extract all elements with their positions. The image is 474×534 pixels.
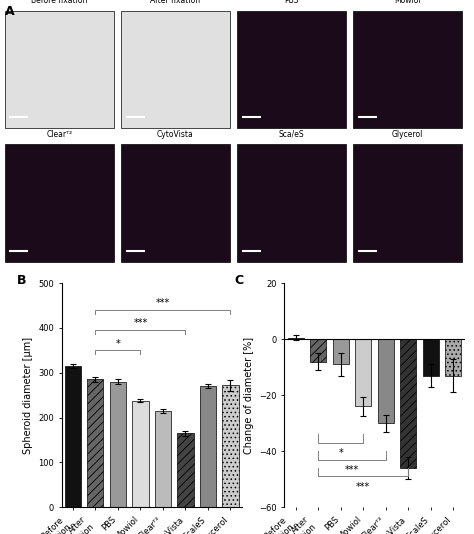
Bar [445, 339, 461, 375]
Text: Clearᵀ²: Clearᵀ² [46, 130, 73, 139]
Text: Sca/eS: Sca/eS [279, 130, 304, 139]
Text: After fixation: After fixation [150, 0, 201, 5]
Text: *: * [338, 449, 343, 458]
Bar [378, 339, 394, 423]
FancyBboxPatch shape [353, 144, 462, 262]
Bar [222, 386, 238, 507]
Text: Before fixation: Before fixation [31, 0, 87, 5]
Text: C: C [234, 274, 243, 287]
FancyBboxPatch shape [353, 11, 462, 128]
Bar [132, 400, 148, 507]
Text: PBS: PBS [284, 0, 299, 5]
FancyBboxPatch shape [121, 11, 230, 128]
FancyBboxPatch shape [5, 144, 114, 262]
Text: Glycerol: Glycerol [392, 130, 423, 139]
Bar [200, 386, 216, 507]
Bar [310, 339, 326, 362]
Text: ***: *** [356, 482, 370, 492]
Bar [110, 382, 126, 507]
Bar [400, 339, 416, 468]
FancyBboxPatch shape [5, 11, 114, 128]
Bar [87, 380, 103, 507]
Bar [155, 411, 171, 507]
Bar [177, 433, 193, 507]
Text: ***: *** [156, 298, 170, 308]
FancyBboxPatch shape [237, 144, 346, 262]
Text: A: A [5, 5, 14, 18]
Y-axis label: Spheroid diameter [μm]: Spheroid diameter [μm] [23, 336, 33, 454]
Bar [355, 339, 371, 406]
Bar [288, 337, 304, 339]
Y-axis label: Change of diameter [%]: Change of diameter [%] [244, 336, 254, 454]
Bar [65, 366, 81, 507]
Text: Mowiol: Mowiol [394, 0, 421, 5]
FancyBboxPatch shape [237, 11, 346, 128]
Text: B: B [17, 274, 26, 287]
Bar [333, 339, 349, 364]
FancyBboxPatch shape [121, 144, 230, 262]
Text: ***: *** [133, 318, 147, 328]
Text: *: * [116, 339, 120, 349]
Bar [423, 339, 439, 375]
Text: ***: *** [345, 465, 359, 475]
Text: CytoVista: CytoVista [157, 130, 194, 139]
